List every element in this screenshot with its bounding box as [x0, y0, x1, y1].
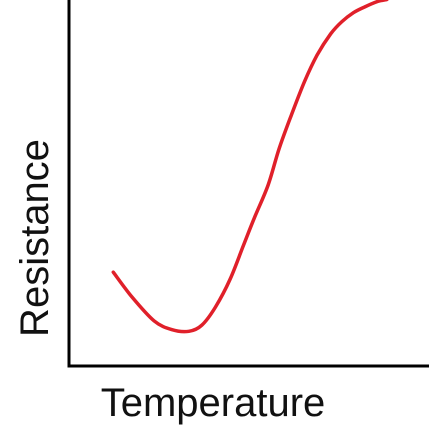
y-axis-label: Resistance: [13, 139, 57, 337]
series-layer: [111, 0, 389, 334]
series-line-0: [111, 0, 389, 334]
x-axis-label: Temperature: [101, 381, 326, 425]
